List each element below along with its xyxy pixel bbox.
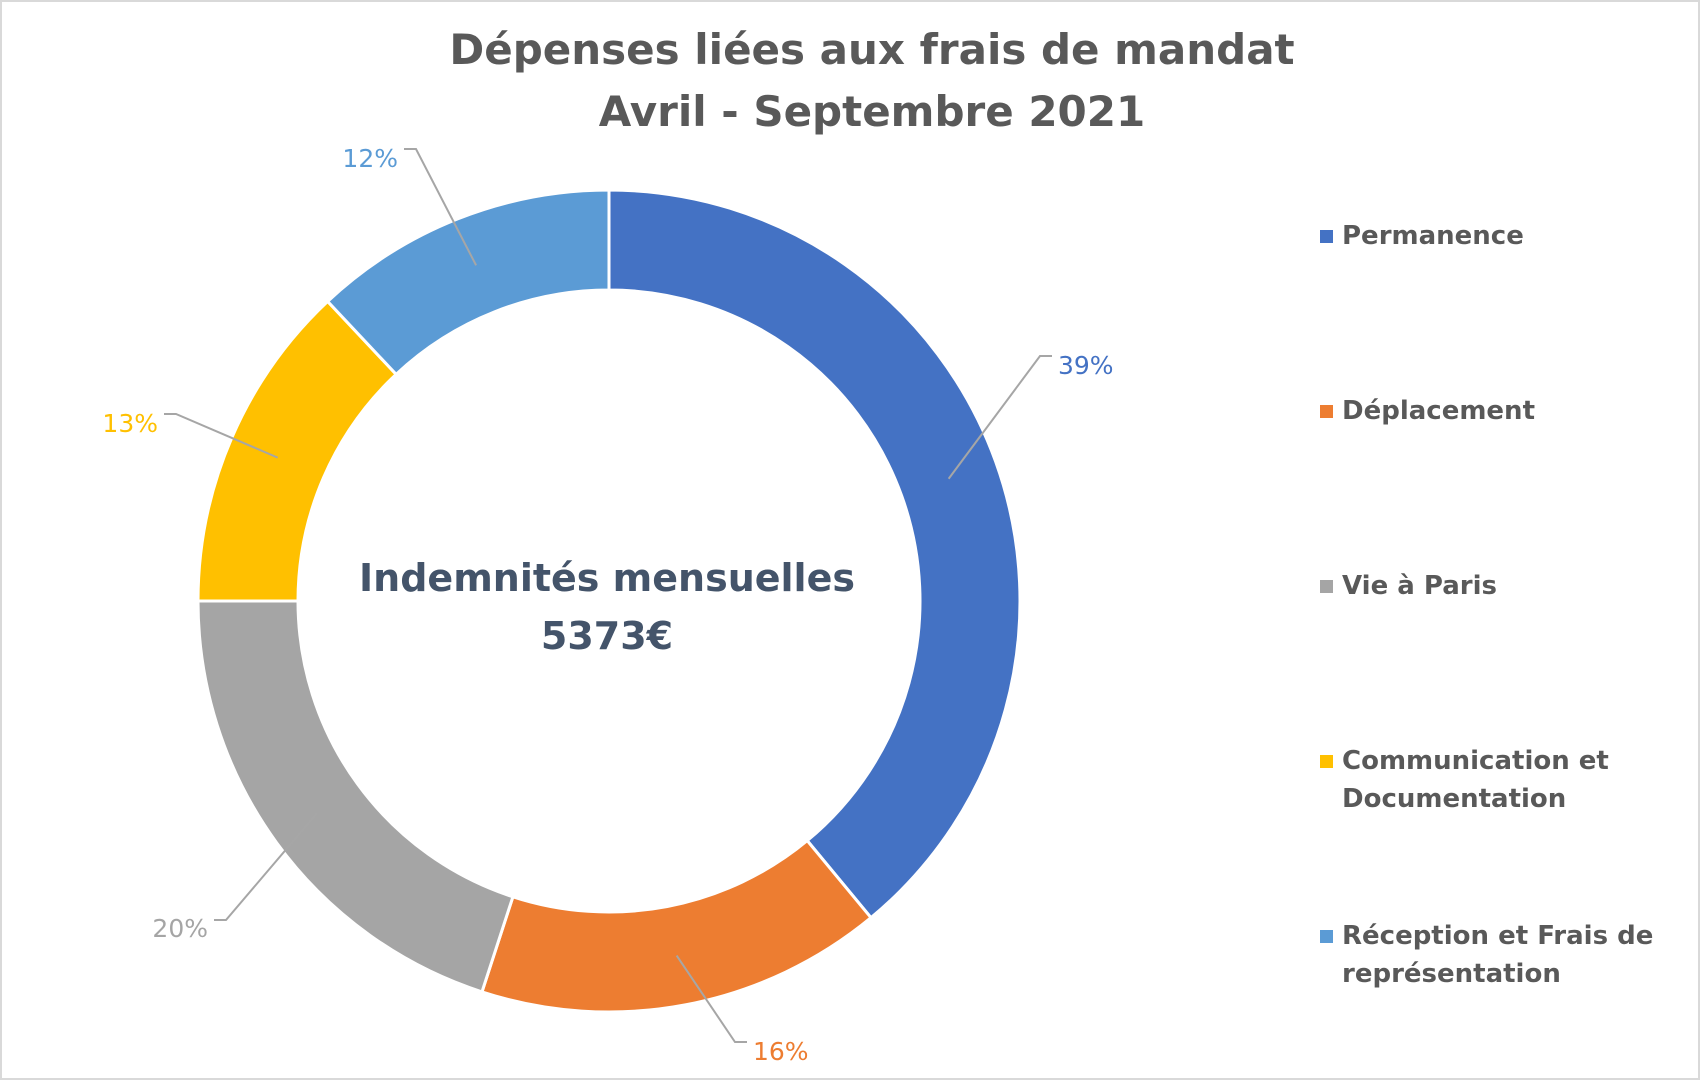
legend-label-permanence: Permanence: [1342, 221, 1524, 251]
legend-label-reception: Réception et Frais de représentation: [1342, 921, 1654, 989]
data-label-permanence: 39%: [1058, 351, 1114, 380]
data-label-communication: 13%: [102, 409, 158, 438]
chart-title: Dépenses liées aux frais de mandat: [449, 25, 1295, 74]
legend-label-communication: Communication et Documentation: [1342, 746, 1609, 814]
legend-swatch-deplacement: [1320, 405, 1333, 418]
data-label-deplacement: 16%: [753, 1037, 809, 1066]
donut-slice-permanence: [607, 188, 1022, 920]
leader-line-deplacement: [675, 955, 747, 1043]
legend-label-deplacement: Déplacement: [1342, 396, 1535, 426]
leader-line-permanence: [947, 355, 1052, 480]
legend-swatch-reception: [1320, 930, 1333, 943]
legend-swatch-vie-a-paris: [1320, 580, 1333, 593]
legend-swatch-permanence: [1320, 230, 1333, 243]
center-label-value: 5373€: [540, 614, 674, 658]
donut-slice-reception: [325, 188, 611, 377]
legend-label-vie-a-paris: Vie à Paris: [1342, 571, 1497, 601]
donut-slice-deplacement: [480, 838, 874, 1014]
data-label-vie-a-paris: 20%: [152, 914, 208, 943]
leader-line-reception: [404, 148, 477, 266]
leader-line-communication: [164, 413, 279, 459]
legend-swatch-communication: [1320, 755, 1333, 768]
leader-line-vie-a-paris: [214, 812, 318, 921]
data-label-reception: 12%: [342, 144, 398, 173]
center-label-title: Indemnités mensuelles: [359, 556, 855, 600]
chart-subtitle: Avril - Septembre 2021: [598, 87, 1146, 136]
